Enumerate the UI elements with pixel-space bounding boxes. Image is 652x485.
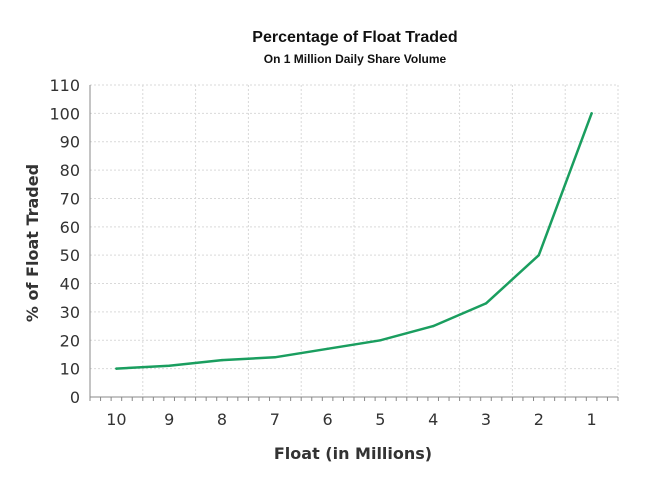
y-tick-label: 50: [60, 246, 80, 265]
x-axis-label: Float (in Millions): [274, 444, 432, 463]
y-tick-label: 60: [60, 218, 80, 237]
x-tick-label: 2: [534, 410, 544, 429]
x-tick-label: 1: [587, 410, 597, 429]
x-tick-label: 10: [106, 410, 126, 429]
y-tick-label: 40: [60, 275, 80, 294]
x-tick-label: 7: [270, 410, 280, 429]
y-tick-labels: 0 10 20 30 40 50 60 70 80 90 100 110: [49, 76, 80, 407]
x-tick-label: 5: [375, 410, 385, 429]
data-point: [590, 112, 593, 115]
data-points: [115, 112, 593, 370]
y-tick-label: 100: [49, 104, 80, 123]
data-point: [273, 356, 276, 359]
y-tick-label: 110: [49, 76, 80, 95]
x-tick-label: 8: [217, 410, 227, 429]
data-point: [168, 364, 171, 367]
y-axis-label: % of Float Traded: [23, 164, 42, 322]
x-tick-label: 9: [164, 410, 174, 429]
y-tick-label: 0: [70, 388, 80, 407]
y-tick-label: 70: [60, 189, 80, 208]
data-point: [115, 367, 118, 370]
axes: [89, 85, 619, 401]
data-point: [379, 339, 382, 342]
chart-subtitle: On 1 Million Daily Share Volume: [264, 52, 447, 66]
data-point: [220, 358, 224, 362]
y-tick-label: 20: [60, 331, 80, 350]
y-tick-label: 10: [60, 360, 80, 379]
x-tick-label: 6: [323, 410, 333, 429]
series-line: [115, 112, 593, 370]
data-point: [537, 253, 540, 257]
x-tick-label: 3: [481, 410, 491, 429]
x-tick-labels: 10 9 8 7 6 5 4 3 2 1: [106, 410, 596, 429]
y-tick-label: 30: [60, 303, 80, 322]
grid: [90, 84, 619, 397]
data-point: [432, 324, 435, 328]
y-tick-label: 90: [60, 133, 80, 152]
data-point: [484, 302, 488, 305]
data-point: [326, 347, 329, 350]
chart-title: Percentage of Float Traded: [252, 29, 457, 46]
x-tick-label: 4: [428, 410, 438, 429]
y-tick-label: 80: [60, 161, 80, 180]
